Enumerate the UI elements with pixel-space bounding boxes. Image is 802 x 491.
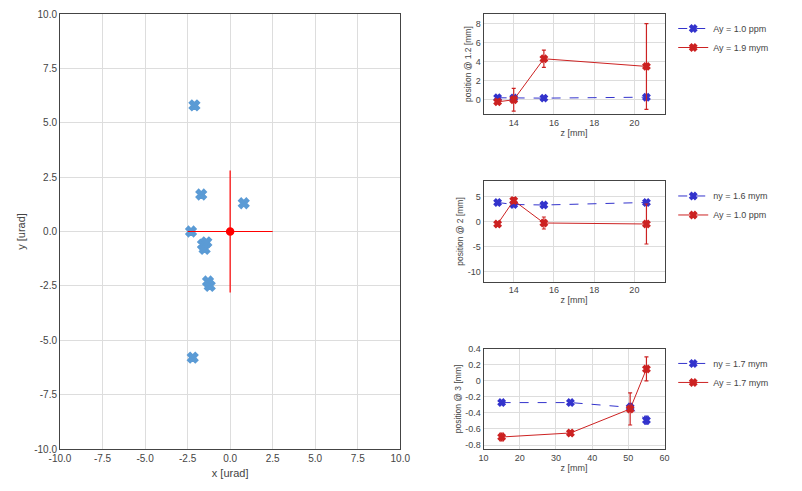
svg-text:-2.5: -2.5: [179, 453, 197, 464]
svg-text:30: 30: [551, 453, 561, 463]
svg-text:-2.5: -2.5: [40, 280, 58, 291]
svg-text:8: 8: [476, 19, 481, 29]
svg-text:x [urad]: x [urad]: [212, 467, 249, 479]
svg-text:60: 60: [660, 453, 670, 463]
svg-text:14: 14: [509, 285, 519, 295]
svg-text:2.5: 2.5: [43, 172, 57, 183]
svg-text:y [urad]: y [urad]: [15, 213, 27, 250]
svg-text:-0.6: -0.6: [465, 424, 481, 434]
svg-text:-5.0: -5.0: [136, 453, 154, 464]
svg-text:20: 20: [629, 118, 639, 128]
svg-text:7.5: 7.5: [43, 63, 57, 74]
svg-text:Ay = 1.0 ppm: Ay = 1.0 ppm: [713, 210, 766, 220]
svg-text:-10.0: -10.0: [49, 453, 72, 464]
svg-text:-0.8: -0.8: [465, 440, 481, 450]
svg-text:position @ 2 [mm]: position @ 2 [mm]: [455, 197, 465, 266]
svg-text:z [mm]: z [mm]: [561, 128, 588, 138]
svg-text:20: 20: [515, 453, 525, 463]
svg-text:z [mm]: z [mm]: [561, 295, 588, 305]
svg-text:4: 4: [476, 57, 481, 67]
svg-text:40: 40: [587, 453, 597, 463]
svg-text:5: 5: [476, 192, 481, 202]
svg-text:Ay = 1.9 mym: Ay = 1.9 mym: [713, 43, 768, 53]
svg-text:2.5: 2.5: [266, 453, 280, 464]
svg-text:14: 14: [509, 118, 519, 128]
svg-text:10: 10: [479, 453, 489, 463]
svg-text:0: 0: [476, 217, 481, 227]
svg-text:18: 18: [589, 285, 599, 295]
svg-text:16: 16: [549, 285, 559, 295]
svg-text:-7.5: -7.5: [40, 389, 58, 400]
svg-text:-5: -5: [473, 242, 481, 252]
svg-text:50: 50: [623, 453, 633, 463]
svg-text:position @ 3 [mm]: position @ 3 [mm]: [453, 365, 463, 434]
svg-text:10.0: 10.0: [38, 9, 58, 20]
svg-text:-5.0: -5.0: [40, 335, 58, 346]
svg-text:Ay = 1.7 mym: Ay = 1.7 mym: [713, 378, 768, 388]
svg-text:2: 2: [476, 76, 481, 86]
svg-text:-0.4: -0.4: [465, 408, 481, 418]
svg-text:6: 6: [476, 38, 481, 48]
svg-text:-10.0: -10.0: [34, 444, 57, 455]
svg-text:Ay = 1.0 ppm: Ay = 1.0 ppm: [713, 24, 766, 34]
svg-text:ny = 1.6 mym: ny = 1.6 mym: [713, 191, 767, 201]
svg-text:5.0: 5.0: [43, 117, 57, 128]
svg-text:0.2: 0.2: [468, 360, 481, 370]
svg-text:z [mm]: z [mm]: [561, 463, 588, 473]
svg-text:ny = 1.7 mym: ny = 1.7 mym: [713, 359, 767, 369]
svg-text:-10: -10: [468, 267, 481, 277]
svg-text:0.0: 0.0: [43, 226, 57, 237]
svg-text:20: 20: [629, 285, 639, 295]
svg-text:0: 0: [476, 95, 481, 105]
svg-text:-7.5: -7.5: [94, 453, 112, 464]
svg-text:-0.2: -0.2: [465, 392, 481, 402]
svg-text:5.0: 5.0: [308, 453, 322, 464]
svg-text:0.4: 0.4: [468, 344, 481, 354]
svg-text:0: 0: [476, 376, 481, 386]
svg-text:position @ 1.2 [mm]: position @ 1.2 [mm]: [463, 26, 473, 102]
svg-text:7.5: 7.5: [351, 453, 365, 464]
svg-text:16: 16: [549, 118, 559, 128]
svg-text:0.0: 0.0: [223, 453, 237, 464]
svg-text:18: 18: [589, 118, 599, 128]
svg-text:10.0: 10.0: [391, 453, 411, 464]
